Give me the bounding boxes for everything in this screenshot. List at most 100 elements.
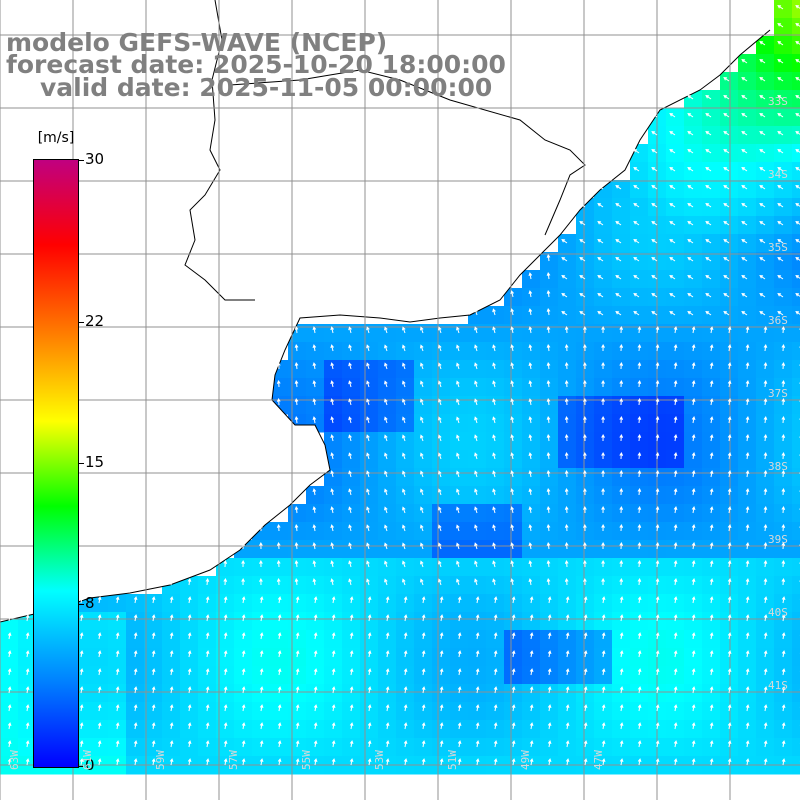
wind-arrow	[456, 344, 460, 352]
speed-cell	[738, 360, 757, 379]
speed-cell	[774, 198, 793, 217]
wind-arrow	[348, 326, 352, 334]
wind-arrow	[511, 704, 516, 712]
speed-cell	[738, 324, 757, 343]
wind-arrow	[651, 184, 658, 190]
wind-arrow	[601, 487, 605, 496]
speed-cell	[540, 252, 559, 271]
speed-cell	[450, 540, 469, 559]
wind-arrow	[439, 596, 444, 604]
wind-arrow	[579, 202, 586, 208]
speed-cell	[396, 594, 415, 613]
wind-arrow	[546, 506, 551, 514]
speed-cell	[378, 612, 397, 631]
colorbar-tick-mark	[78, 321, 84, 323]
wind-arrow	[619, 650, 624, 658]
wind-arrow	[723, 220, 730, 226]
speed-cell	[378, 324, 397, 343]
wind-arrow	[637, 577, 642, 586]
speed-cell	[702, 198, 721, 217]
wind-arrow	[579, 274, 586, 280]
wind-arrow	[348, 542, 352, 550]
wind-arrow	[385, 686, 390, 694]
wind-arrow	[564, 397, 569, 406]
wind-arrow	[565, 740, 570, 748]
wind-arrow	[25, 740, 30, 748]
wind-arrow	[493, 650, 498, 658]
wind-arrow	[492, 506, 496, 514]
speed-cell	[612, 252, 631, 271]
wind-arrow	[438, 560, 442, 568]
speed-cell	[684, 270, 703, 289]
wind-arrow	[763, 704, 768, 712]
speed-cell	[738, 162, 757, 181]
wind-arrow	[709, 578, 714, 586]
wind-arrow	[564, 523, 569, 532]
wind-arrow	[259, 596, 264, 604]
speed-cell	[792, 324, 800, 343]
speed-cell	[504, 378, 523, 397]
wind-arrow	[367, 668, 372, 676]
wind-arrow	[673, 596, 678, 604]
wind-arrow	[655, 560, 660, 568]
wind-arrow	[601, 722, 606, 730]
speed-cell	[558, 468, 577, 487]
latitude-label: 36S	[768, 314, 788, 327]
wind-arrow	[673, 344, 678, 352]
speed-cell	[432, 702, 451, 721]
speed-cell	[162, 684, 181, 703]
wind-arrow	[492, 344, 496, 352]
speed-cell	[324, 738, 343, 757]
wind-arrow	[615, 256, 622, 262]
speed-cell	[720, 216, 739, 235]
wind-arrow	[385, 650, 390, 658]
wind-arrow	[510, 344, 515, 352]
speed-cell	[558, 288, 577, 307]
speed-cell	[540, 414, 559, 433]
speed-cell	[288, 504, 307, 523]
wind-arrow	[115, 596, 120, 604]
speed-cell	[432, 324, 451, 343]
wind-arrow	[330, 416, 335, 424]
wind-arrow	[745, 740, 750, 748]
wind-arrow	[457, 614, 462, 622]
wind-arrow	[709, 740, 714, 748]
wind-arrow	[763, 632, 768, 640]
wind-arrow	[25, 722, 30, 730]
speed-cell	[270, 558, 289, 577]
wind-arrow	[655, 722, 660, 730]
wind-arrow	[637, 704, 642, 712]
wind-arrow	[367, 632, 372, 640]
wind-arrow	[331, 632, 336, 640]
speed-cell	[270, 576, 289, 595]
wind-arrow	[745, 452, 750, 460]
speed-cell	[486, 396, 505, 415]
wind-arrow	[349, 704, 354, 712]
wind-arrow	[795, 76, 800, 81]
wind-arrow	[457, 722, 462, 730]
wind-arrow	[331, 722, 336, 730]
speed-cell	[306, 540, 325, 559]
wind-arrow	[705, 130, 712, 136]
wind-arrow	[763, 596, 768, 604]
wind-arrow	[402, 488, 406, 496]
wind-arrow	[691, 416, 696, 424]
wind-arrow	[385, 722, 390, 730]
speed-cell	[504, 414, 523, 433]
wind-arrow	[312, 542, 317, 550]
latitude-label: 39S	[768, 533, 788, 546]
speed-cell	[450, 594, 469, 613]
wind-arrow	[583, 361, 587, 370]
wind-arrow	[745, 632, 750, 640]
wind-arrow	[241, 541, 245, 550]
wind-arrow	[673, 452, 678, 460]
wind-arrow	[187, 686, 192, 694]
speed-cell	[684, 288, 703, 307]
wind-arrow	[493, 740, 498, 748]
wind-arrow	[169, 740, 174, 748]
speed-cell	[540, 486, 559, 505]
wind-arrow	[259, 758, 264, 766]
wind-arrow	[366, 578, 370, 586]
speed-cell	[774, 180, 793, 199]
wind-arrow	[403, 758, 408, 766]
